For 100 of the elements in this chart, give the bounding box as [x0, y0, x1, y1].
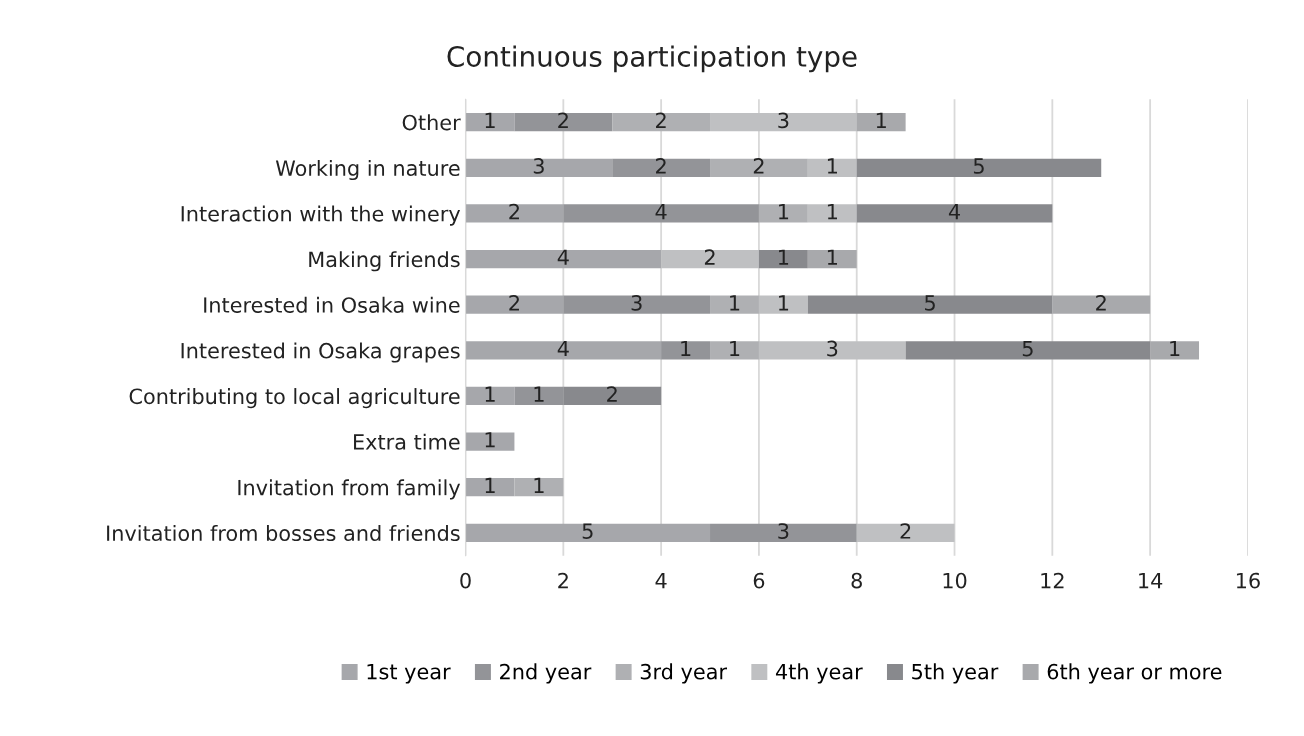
y-tick-label: Interested in Osaka wine — [204, 296, 460, 313]
bar — [758, 249, 808, 269]
data-label: 1 — [485, 386, 495, 402]
data-label: 1 — [1170, 340, 1180, 357]
bar — [465, 204, 564, 223]
data-label: 2 — [607, 386, 617, 402]
bar — [710, 341, 759, 360]
data-label: 1 — [485, 432, 495, 448]
x-tick-label: 12 — [1041, 572, 1064, 589]
y-tick-label: Invitation from family — [238, 479, 461, 500]
data-label: 2 — [656, 112, 666, 128]
data-label: 2 — [1096, 294, 1106, 311]
bar — [710, 158, 808, 177]
bar — [563, 204, 759, 223]
bar — [1052, 295, 1151, 314]
bar — [758, 295, 808, 314]
data-label: 4 — [557, 249, 569, 265]
legend-label: 4th year — [775, 663, 863, 684]
bar — [856, 113, 906, 132]
data-label: 1 — [534, 477, 544, 493]
data-label: 3 — [778, 112, 789, 129]
y-tick-label: Other — [402, 114, 461, 131]
legend-label: 3rd year — [640, 663, 728, 684]
bar — [465, 386, 515, 406]
bar — [807, 204, 857, 223]
data-label: 1 — [485, 112, 495, 128]
data-label: 2 — [509, 203, 519, 220]
bar — [465, 249, 662, 269]
bar — [758, 204, 808, 223]
bar — [856, 523, 955, 542]
data-label: 5 — [582, 523, 593, 539]
data-label: 2 — [753, 158, 764, 174]
data-label: 2 — [704, 249, 715, 265]
data-label: 5 — [973, 158, 984, 174]
data-label: 1 — [876, 112, 886, 128]
data-label: 2 — [656, 158, 666, 174]
data-label: 1 — [779, 249, 789, 265]
x-tick-label: 4 — [655, 572, 667, 589]
bar — [514, 113, 613, 132]
y-tick-label: Interested in Osaka grapes — [181, 342, 460, 363]
data-label: 1 — [827, 158, 837, 174]
data-label: 2 — [900, 523, 911, 539]
bar — [465, 113, 515, 132]
data-label: 2 — [509, 294, 519, 311]
data-label: 3 — [778, 523, 789, 539]
y-tick-label: Working in nature — [275, 159, 460, 181]
data-label: 1 — [779, 295, 789, 311]
x-tick-label: 0 — [460, 572, 471, 589]
legend-label: 5th year — [912, 663, 999, 684]
data-label: 1 — [485, 477, 495, 493]
bar — [856, 158, 1102, 177]
bar — [758, 341, 906, 360]
data-label: 1 — [779, 204, 789, 220]
bar — [612, 158, 711, 177]
bar — [612, 113, 711, 132]
data-label: 2 — [558, 112, 568, 128]
legend-label: 6th year or more — [1047, 663, 1222, 684]
bar — [661, 249, 759, 269]
legend-label: 2nd year — [500, 663, 592, 684]
y-tick-label: Interaction with the winery — [181, 205, 461, 226]
bar — [465, 341, 662, 360]
data-label: 1 — [730, 340, 740, 357]
y-tick-label: Invitation from bosses and friends — [107, 524, 460, 542]
x-tick-label: 8 — [851, 572, 862, 589]
bar — [905, 341, 1151, 360]
x-tick-label: 14 — [1139, 572, 1163, 589]
x-tick-label: 10 — [943, 572, 967, 589]
data-label: 3 — [533, 158, 544, 174]
bar — [465, 523, 711, 542]
y-tick-label: Making friends — [309, 251, 460, 272]
bar — [465, 158, 613, 177]
data-label: 1 — [681, 340, 691, 357]
bar — [807, 158, 857, 177]
bar — [856, 204, 1053, 223]
data-label: 4 — [557, 340, 569, 357]
bar — [710, 295, 759, 314]
bar — [710, 523, 857, 542]
data-label: 5 — [925, 295, 935, 311]
bar — [807, 295, 1053, 314]
chart-title: Continuous participation type — [447, 45, 857, 73]
bar — [710, 113, 857, 132]
data-label: 3 — [827, 340, 838, 357]
x-tick-label: 2 — [558, 572, 568, 589]
bar — [465, 432, 515, 451]
data-label: 1 — [827, 249, 837, 265]
data-label: 1 — [730, 295, 740, 311]
bar — [661, 341, 711, 360]
bar — [807, 249, 857, 269]
x-tick-label: 6 — [753, 572, 765, 589]
data-label: 3 — [631, 294, 642, 311]
data-label: 4 — [948, 204, 960, 220]
bar — [465, 295, 564, 314]
y-tick-label: Extra time — [354, 433, 460, 450]
legend-label: 1st year — [367, 664, 451, 684]
data-label: 5 — [1022, 340, 1033, 357]
data-label: 1 — [534, 386, 544, 402]
bar — [1150, 341, 1200, 360]
y-tick-label: Contributing to local agriculture — [129, 388, 460, 409]
data-label: 1 — [827, 204, 837, 220]
data-label: 4 — [655, 204, 667, 220]
